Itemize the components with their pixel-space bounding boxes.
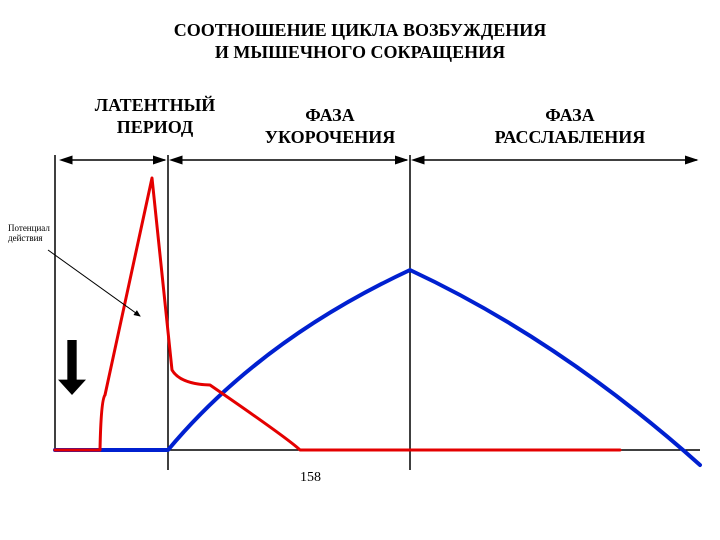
stimulus-arrow-icon (58, 340, 86, 395)
annotation-pointer-arrow (48, 250, 140, 316)
plot-svg (0, 0, 720, 540)
diagram-canvas: СООТНОШЕНИЕ ЦИКЛА ВОЗБУЖДЕНИЯ И МЫШЕЧНОГ… (0, 0, 720, 540)
contraction-curve (55, 270, 700, 465)
action-potential-curve (55, 178, 620, 450)
